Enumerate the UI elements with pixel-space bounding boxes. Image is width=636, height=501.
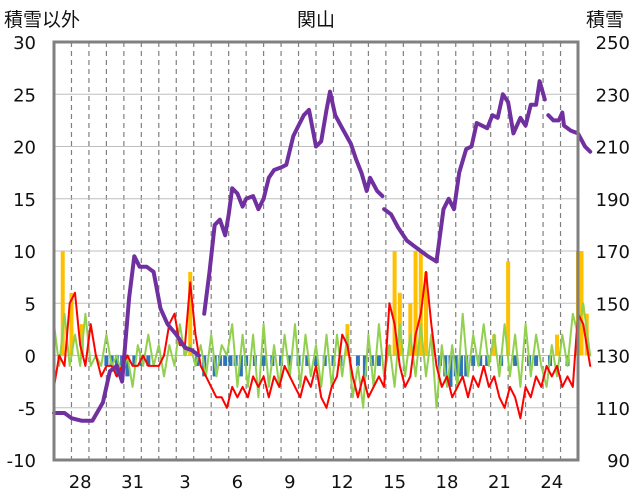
y-left-label: 積雪以外 [4, 9, 80, 31]
plot-frame [52, 40, 580, 462]
bar [125, 355, 130, 377]
bar [355, 355, 360, 366]
bar [362, 355, 367, 377]
x-tick-label: 31 [121, 472, 144, 493]
x-tick-label: 12 [331, 472, 354, 493]
y-left-ticks: 30 25 20 15 10 5 0 -5 -10 [7, 33, 36, 472]
series-line [53, 270, 592, 420]
bar [506, 261, 511, 356]
y-left-tick-label: 5 [25, 294, 36, 315]
bar [69, 292, 74, 356]
bar [424, 271, 429, 356]
bar [305, 355, 310, 366]
bar [287, 355, 292, 366]
bar [104, 355, 109, 366]
y-left-tick-label: 20 [13, 138, 36, 159]
bar [413, 251, 418, 356]
chart-title: 関山 [297, 9, 335, 31]
bar [314, 355, 318, 366]
bar [228, 355, 233, 366]
y-left-tick-label: -5 [18, 399, 36, 420]
x-ticks: 28 31 3 6 9 12 15 18 21 24 [69, 472, 564, 493]
y-left-tick-label: 15 [13, 190, 36, 211]
y-left-tick-label: 10 [13, 242, 36, 263]
x-tick-label: 24 [540, 472, 563, 493]
bar [458, 355, 463, 377]
bar [478, 355, 483, 366]
y-right-tick-label: 130 [596, 347, 630, 368]
bar [579, 251, 584, 356]
series-lines [52, 79, 593, 423]
x-tick-label: 21 [488, 472, 511, 493]
x-tick-label: 18 [436, 472, 459, 493]
bar [485, 355, 490, 366]
y-left-tick-label: -10 [7, 451, 36, 472]
series-line [382, 79, 547, 264]
y-right-label: 積雪 [586, 9, 624, 31]
bar [392, 251, 397, 356]
y-right-tick-label: 230 [596, 85, 630, 106]
x-tick-label: 6 [232, 472, 243, 493]
series-line [202, 89, 385, 316]
bar [418, 251, 423, 356]
bar [534, 355, 539, 366]
y-right-tick-label: 110 [596, 399, 630, 420]
x-tick-label: 3 [179, 472, 190, 493]
y-right-tick-label: 210 [596, 138, 630, 159]
y-right-tick-label: 150 [596, 294, 630, 315]
series-line [52, 254, 201, 423]
x-tick-label: 28 [69, 472, 92, 493]
bar [238, 355, 243, 377]
bar [376, 355, 381, 366]
bar [132, 355, 137, 366]
bar [223, 355, 228, 366]
y-right-tick-label: 250 [596, 33, 630, 54]
bar [188, 271, 193, 356]
series-line [546, 110, 593, 154]
y-left-tick-label: 25 [13, 85, 36, 106]
bar [555, 334, 560, 356]
x-tick-label: 15 [383, 472, 406, 493]
bar [471, 355, 476, 366]
y-right-tick-label: 190 [596, 190, 630, 211]
y-left-tick-label: 30 [13, 33, 36, 54]
x-tick-label: 9 [284, 472, 295, 493]
bar [146, 355, 151, 366]
bar [60, 251, 65, 356]
y-right-tick-label: 170 [596, 242, 630, 263]
bar [261, 355, 266, 366]
y-right-tick-label: 90 [607, 451, 630, 472]
y-left-tick-label: 0 [25, 347, 36, 368]
bar [408, 303, 413, 356]
bar [513, 355, 518, 366]
bar [448, 355, 453, 387]
bar [492, 334, 497, 356]
y-right-ticks: 250 230 210 190 170 150 130 110 90 [596, 33, 630, 472]
series-line [53, 302, 592, 409]
